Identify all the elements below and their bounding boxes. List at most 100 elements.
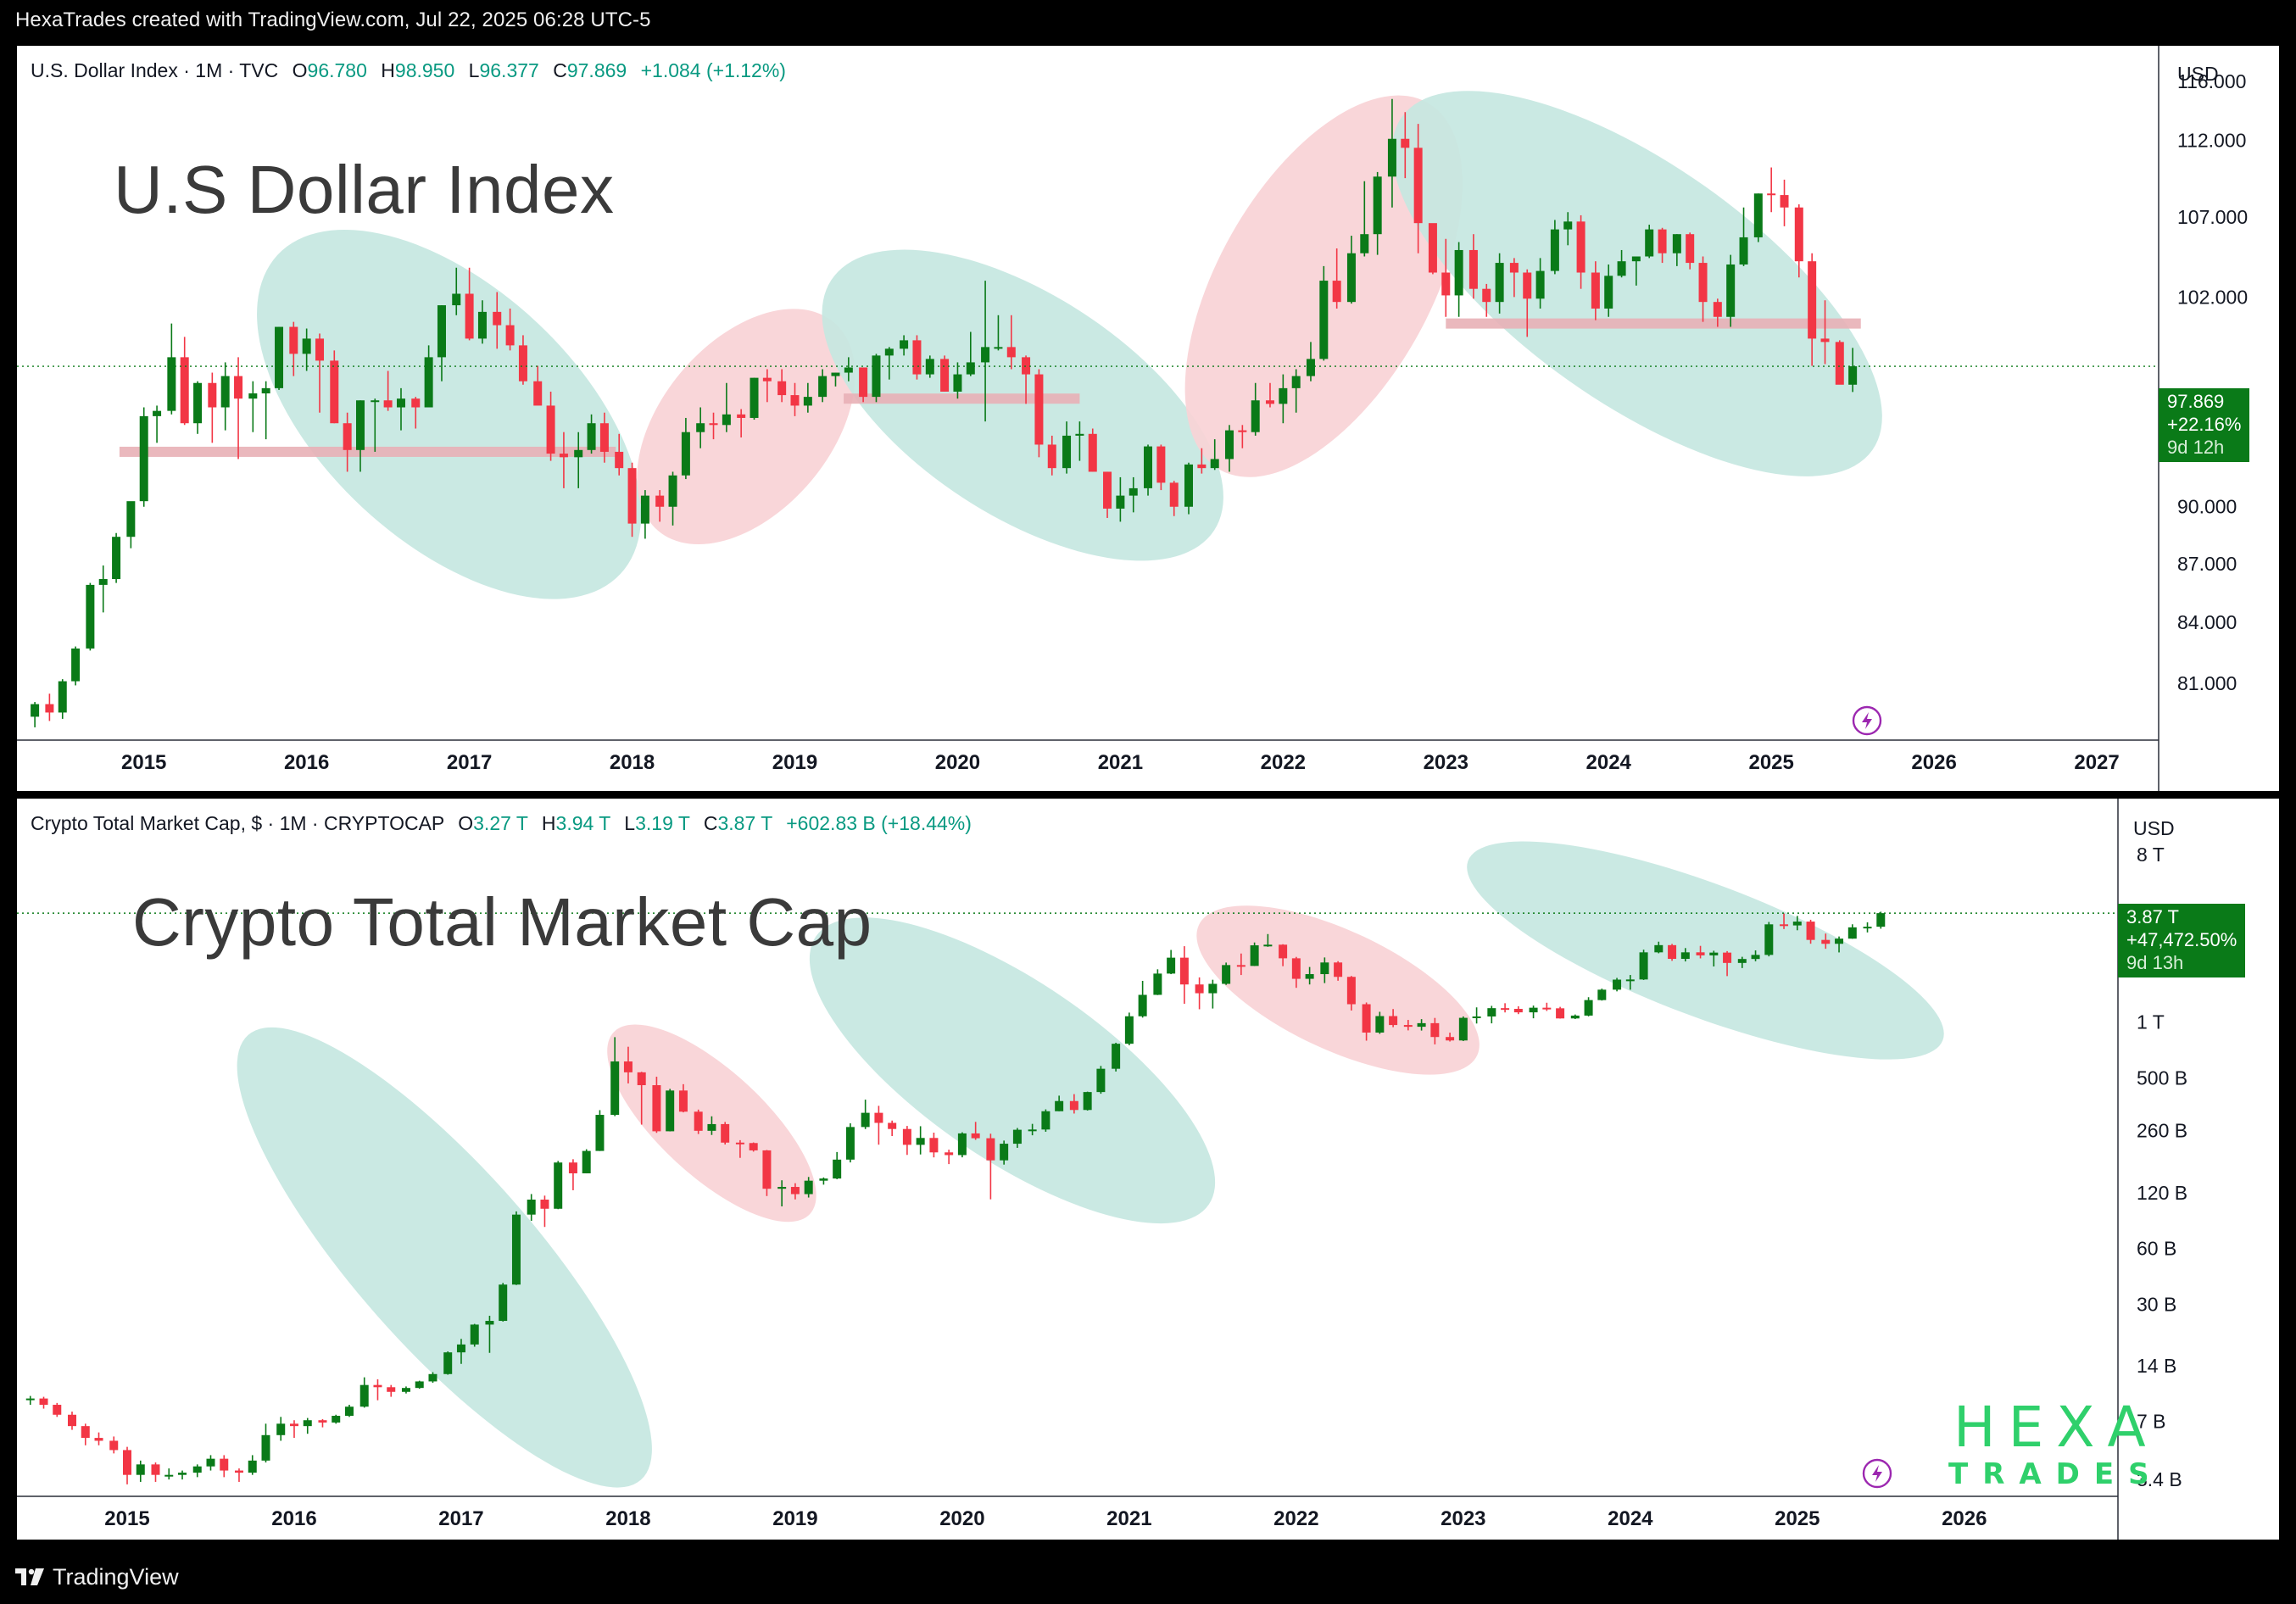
- trend-ellipse-green: [809, 917, 1216, 1224]
- candle: [1591, 261, 1600, 320]
- dxy-pane[interactable]: 81.00084.00087.00090.00094.000102.000107…: [17, 46, 2279, 791]
- candle-body: [1550, 229, 1559, 271]
- y-tick-label: 102.000: [2177, 286, 2248, 308]
- candle: [1346, 976, 1356, 1011]
- candle: [1144, 444, 1153, 496]
- candle: [302, 328, 311, 371]
- candle: [1794, 204, 1803, 278]
- crypto-pane[interactable]: 3.4 B 7 B 14 B 30 B 60 B 120 B 260 B 500 B 1 T 8 …: [17, 799, 2279, 1540]
- candle: [1482, 283, 1491, 317]
- candle-body: [139, 415, 148, 502]
- candle: [1236, 953, 1246, 976]
- candle-body: [668, 475, 677, 507]
- x-tick-label: 2022: [1273, 1507, 1318, 1530]
- candle: [637, 1072, 646, 1125]
- crypto-chart-svg[interactable]: 3.4 B 7 B 14 B 30 B 60 B 120 B 260 B 500 B 1 T 8 …: [17, 799, 2279, 1540]
- candle: [953, 362, 962, 399]
- crypto-lightning-bolt-icon[interactable]: [1862, 1458, 1892, 1489]
- candle: [533, 365, 543, 406]
- dxy-lightning-bolt-icon[interactable]: [1852, 705, 1882, 736]
- candle: [1570, 1014, 1580, 1020]
- candle: [1767, 167, 1776, 213]
- crypto-legend-h-label: H: [541, 812, 556, 834]
- candle: [180, 337, 189, 426]
- candle: [1332, 248, 1341, 309]
- candle: [1088, 428, 1097, 472]
- candle: [39, 1396, 48, 1409]
- y-tick-label: 1 T: [2137, 1011, 2165, 1033]
- trend-ellipse-red: [637, 309, 855, 545]
- trend-ellipse-green: [1467, 841, 1944, 1060]
- dxy-chart-svg[interactable]: 81.00084.00087.00090.00094.000102.000107…: [17, 46, 2279, 791]
- candle: [1062, 421, 1072, 474]
- candle: [192, 1464, 202, 1478]
- candle: [511, 1211, 521, 1285]
- candle-body: [167, 357, 176, 411]
- candle-body: [1529, 1007, 1538, 1013]
- y-tick-label: 260 B: [2137, 1119, 2187, 1141]
- x-tick-label: 2015: [104, 1507, 149, 1530]
- candle: [1279, 374, 1288, 424]
- candle-body: [925, 359, 934, 375]
- candle-body: [1265, 400, 1274, 404]
- candle: [1103, 471, 1112, 518]
- candle-body: [485, 1321, 494, 1325]
- candle-body: [1509, 263, 1519, 273]
- crypto-legend-change: +602.83 B (+18.44%): [786, 812, 972, 834]
- candle: [945, 1150, 954, 1165]
- candle-body: [749, 1143, 758, 1150]
- candle-body: [1236, 965, 1246, 967]
- candle: [1373, 171, 1382, 255]
- crypto-legend-open: 3.27 T: [473, 812, 528, 834]
- x-tick-label: 2022: [1261, 751, 1306, 774]
- candle-body: [721, 1123, 730, 1143]
- candle: [1346, 236, 1356, 304]
- candle: [1542, 1002, 1552, 1011]
- candle: [902, 1126, 911, 1156]
- candle-body: [1169, 482, 1179, 507]
- candle-body: [356, 400, 365, 450]
- candle: [289, 321, 298, 376]
- candle-body: [53, 1405, 62, 1415]
- candle-body: [1320, 962, 1329, 975]
- candle-body: [902, 1128, 911, 1145]
- candle-body: [1764, 924, 1774, 955]
- candle: [971, 1122, 980, 1140]
- candle-body: [289, 326, 298, 354]
- candle: [1808, 253, 1817, 366]
- candle-body: [1808, 261, 1817, 339]
- candle-body: [678, 1090, 688, 1112]
- candle-body: [709, 423, 718, 426]
- candle: [1513, 1006, 1523, 1015]
- candle-body: [623, 1061, 633, 1072]
- tradingview-brand-text: TradingView: [53, 1563, 179, 1590]
- candle-body: [193, 382, 203, 424]
- candle-body: [289, 1423, 298, 1427]
- candle: [396, 387, 405, 431]
- crypto-currency-label[interactable]: USD: [2133, 817, 2175, 839]
- candle: [470, 1323, 479, 1347]
- candle-body: [1613, 979, 1622, 990]
- candle: [437, 305, 446, 382]
- candle: [668, 471, 677, 526]
- candle-body: [666, 1090, 675, 1132]
- candle-body: [1124, 1016, 1134, 1044]
- trend-ellipse-green: [237, 1027, 652, 1488]
- x-tick-label: 2026: [1911, 751, 1956, 774]
- candle-body: [1794, 207, 1803, 262]
- candle: [888, 1120, 897, 1137]
- crypto-legend-high: 3.94 T: [555, 812, 610, 834]
- candle-body: [153, 410, 162, 416]
- candle: [1156, 444, 1166, 491]
- candle: [1208, 979, 1218, 1009]
- tradingview-footer[interactable]: TradingView: [15, 1560, 179, 1594]
- candle: [261, 381, 270, 440]
- dxy-currency-label[interactable]: USD: [2177, 63, 2219, 85]
- y-tick-label: 120 B: [2137, 1182, 2187, 1204]
- candle-body: [1696, 952, 1705, 955]
- candle: [884, 347, 894, 380]
- candle: [1563, 212, 1573, 246]
- x-tick-label: 2024: [1608, 1507, 1653, 1530]
- candle-body: [1584, 1000, 1593, 1016]
- candle-body: [1197, 464, 1207, 469]
